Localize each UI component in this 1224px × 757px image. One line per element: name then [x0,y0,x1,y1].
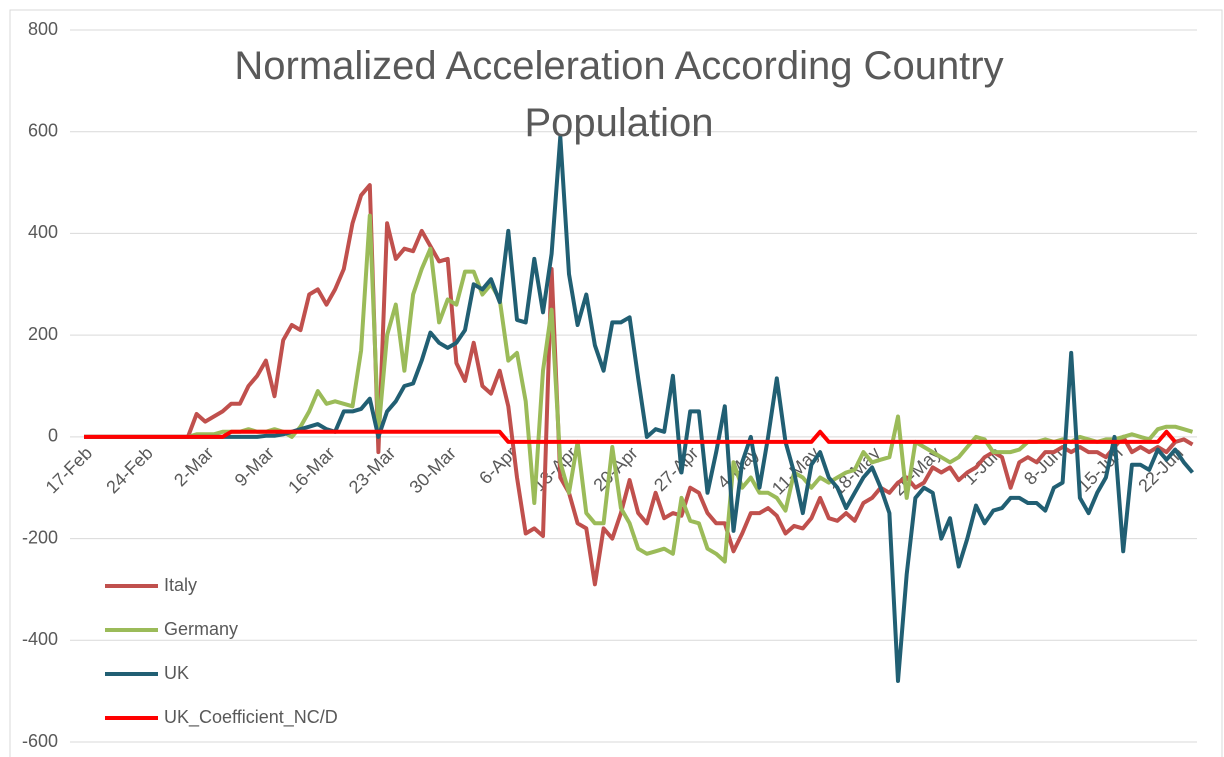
series-line [84,183,1194,587]
x-tick-label: 9-Mar [231,443,278,490]
x-tick-label: 17-Feb [42,443,96,497]
series-line [84,429,1177,444]
y-tick-label: 0 [48,426,58,446]
y-tick-label: -400 [22,629,58,649]
chart-title: Normalized Acceleration According Countr… [234,44,1004,145]
y-tick-label: 200 [28,324,58,344]
legend-label: UK_Coefficient_NC/D [164,707,338,728]
y-tick-label: 400 [28,222,58,242]
y-tick-label: 800 [28,19,58,39]
series-line [84,134,1195,683]
x-tick-label: 30-Mar [405,443,459,497]
x-tick-label: 24-Feb [102,443,156,497]
legend-label: Italy [164,575,197,595]
x-tick-label: 2-Mar [170,443,217,490]
legend-label: UK [164,663,189,683]
y-tick-label: -200 [22,527,58,547]
y-tick-label: 600 [28,120,58,140]
x-tick-label: 23-Mar [345,443,399,497]
x-tick-label: 11-May [768,443,824,499]
y-tick-label: -600 [22,731,58,751]
legend-label: Germany [164,619,238,639]
x-tick-label: 27-Apr [650,443,702,495]
chart-frame [9,9,1223,757]
x-tick-label: 16-Mar [284,443,338,497]
